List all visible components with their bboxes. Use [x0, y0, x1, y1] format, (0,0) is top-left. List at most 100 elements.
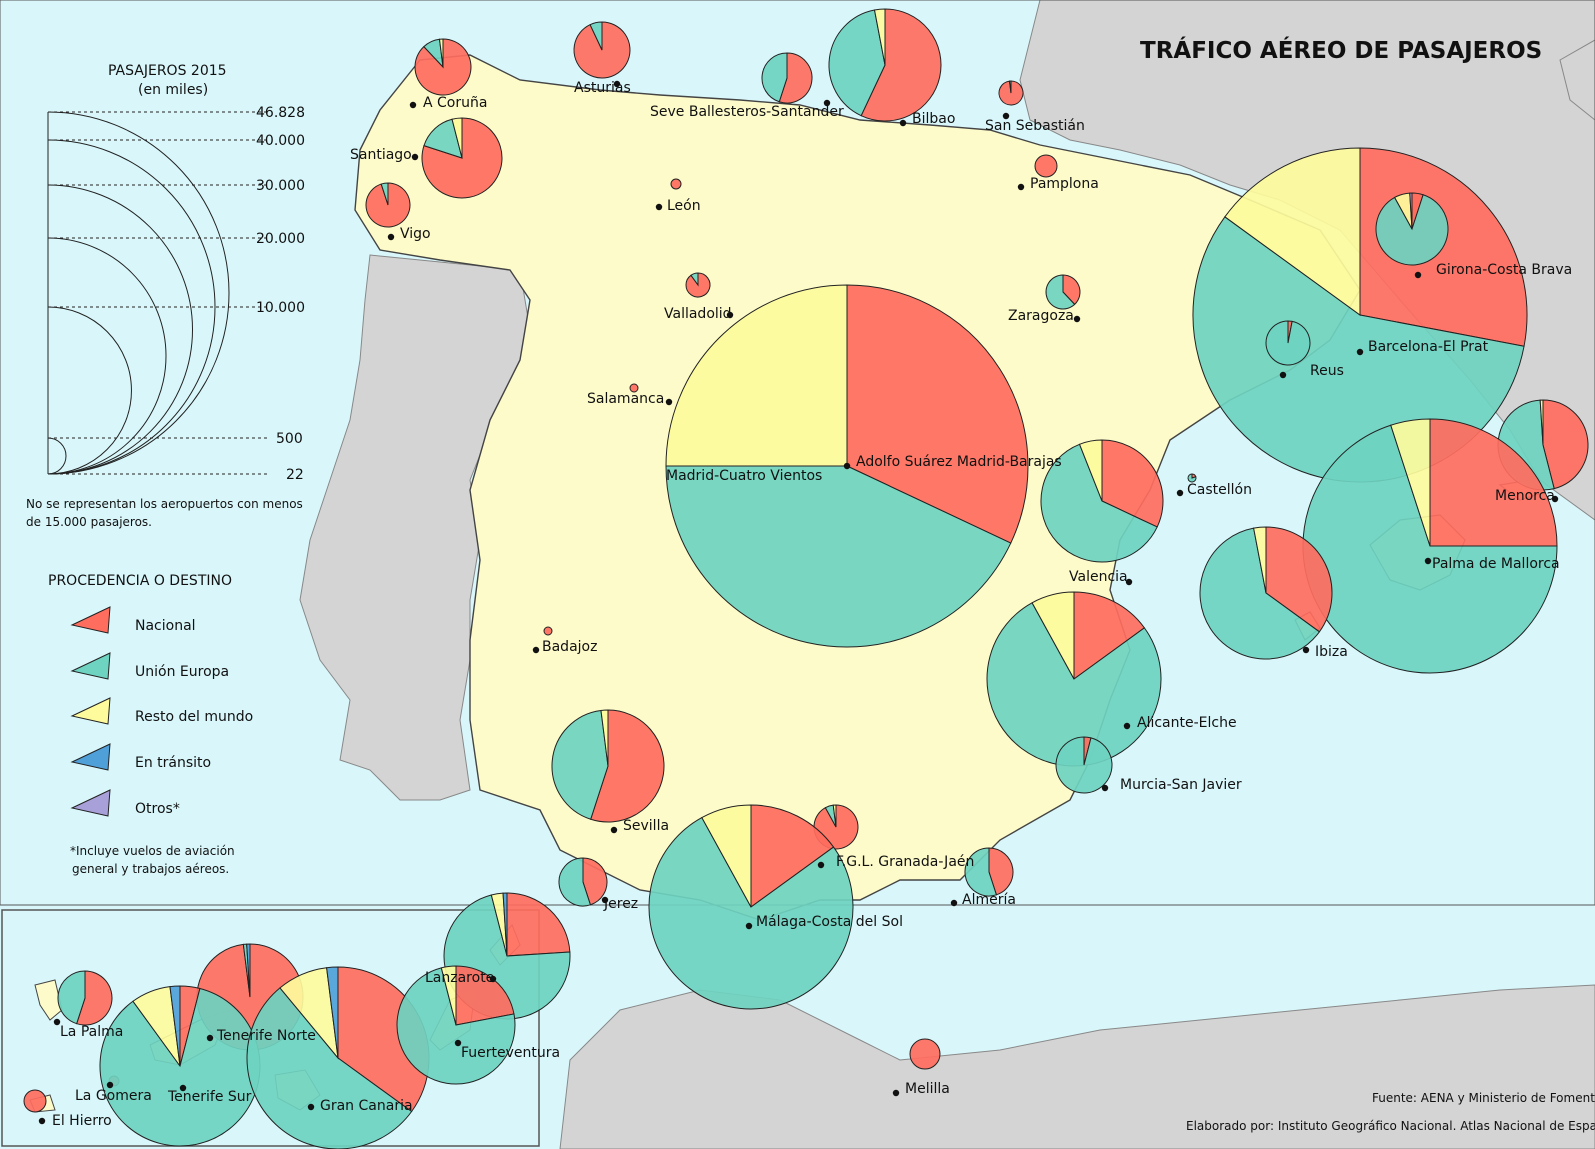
- airport-dot: [1101, 784, 1109, 792]
- pie-slice-union-europa: [1302, 424, 1558, 674]
- pie-slice-union-europa: [1375, 194, 1449, 266]
- airport-label: Asturias: [574, 80, 631, 96]
- map-title: TRÁFICO AÉREO DE PASAJEROS: [1140, 36, 1542, 64]
- airport-dot: [899, 119, 907, 127]
- airport-dot: [38, 1117, 46, 1125]
- airport-label: Alicante-Elche: [1137, 715, 1237, 731]
- pie-castellon: [1187, 473, 1197, 483]
- pie-slice-union-europa: [665, 465, 1012, 648]
- pie-slice-nacional: [582, 857, 608, 906]
- pie-slice-resto-del-mundo: [832, 804, 837, 828]
- size-value: 40.000: [256, 133, 305, 149]
- pie-valencia: [1040, 439, 1164, 563]
- airport-dot: [1414, 271, 1422, 279]
- airport-label: Melilla: [905, 1081, 950, 1097]
- airport-label: Bilbao: [912, 111, 955, 127]
- legend-swatch-nacional: [70, 606, 111, 634]
- pie-slice-union-europa: [690, 272, 699, 287]
- pie-slice-union-europa: [1265, 320, 1311, 366]
- airport-label: Barcelona-El Prat: [1368, 339, 1489, 355]
- origin-legend-label: En tránsito: [135, 755, 211, 771]
- pie-slice-nacional: [909, 1038, 941, 1070]
- size-value: 20.000: [256, 231, 305, 247]
- pie-slice-union-europa: [99, 987, 261, 1147]
- pie-almeria: [964, 847, 1014, 897]
- pie-santiago: [421, 117, 503, 199]
- pie-slice-resto-del-mundo: [440, 965, 457, 1026]
- pie-gran-canaria: [246, 966, 430, 1149]
- size-legend-subtitle: (en miles): [138, 82, 208, 98]
- pie-ibiza: [1199, 526, 1333, 660]
- airport-label: Ibiza: [1315, 644, 1348, 660]
- airport-dot: [843, 462, 851, 470]
- pie-slice-union-europa: [1187, 473, 1197, 483]
- airport-dot: [411, 153, 419, 161]
- airport-label: F.G.L. Granada-Jaén: [836, 854, 974, 870]
- airport-label: Sevilla: [623, 818, 669, 834]
- pie-el-hierro: [23, 1089, 47, 1113]
- pie-slice-resto-del-mundo: [438, 38, 444, 68]
- pie-reus: [1265, 320, 1311, 366]
- pie-slice-nacional: [988, 847, 1014, 896]
- pie-badajoz: [543, 626, 553, 636]
- pie-sevilla: [551, 709, 665, 823]
- pie-palma-de-mallorca: [1302, 418, 1558, 674]
- pie-slice-nacional: [506, 892, 571, 957]
- pie-slice-resto-del-mundo: [1031, 591, 1075, 680]
- airport-dot: [206, 1034, 214, 1042]
- size-value: 10.000: [256, 300, 305, 316]
- origin-legend-label: Otros*: [135, 801, 180, 817]
- pie-slice-resto-del-mundo: [600, 709, 609, 767]
- airport-label: Palma de Mallorca: [1432, 556, 1560, 572]
- pie-slice-union-europa: [761, 52, 788, 103]
- pie-slice-union-europa: [1008, 80, 1012, 94]
- airport-dot: [601, 896, 609, 904]
- pie-slice-union-europa: [986, 602, 1162, 767]
- pie-leon: [670, 178, 682, 190]
- airport-label: Reus: [1310, 363, 1344, 379]
- airport-dot: [454, 1039, 462, 1047]
- airport-label: Menorca: [1495, 488, 1555, 504]
- pie-slice-union-europa: [1055, 736, 1113, 794]
- pie-la-palma: [57, 970, 113, 1026]
- airport-label: A Coruña: [423, 95, 487, 111]
- airport-dot: [409, 101, 417, 109]
- pie-slice-nacional: [543, 626, 553, 636]
- airport-dot: [1551, 495, 1559, 503]
- pie-slice-union-europa: [1045, 274, 1076, 310]
- legend-swatch-union-europa: [70, 652, 111, 680]
- pie-slice-nacional: [1542, 399, 1589, 490]
- airport-label: Tenerife Sur: [167, 1089, 252, 1105]
- legend-swatch-otros: [70, 789, 111, 817]
- pie-slice-en-transito: [502, 892, 508, 957]
- pie-slice-nacional: [590, 709, 665, 823]
- size-legend-note: de 15.000 pasajeros.: [26, 515, 152, 529]
- airport-dot: [1073, 315, 1081, 323]
- pie-slice-resto-del-mundo: [451, 117, 463, 159]
- size-legend-note: No se representan los aeropuertos con me…: [26, 497, 303, 511]
- pie-zaragoza: [1045, 274, 1081, 310]
- pie-pamplona: [1034, 154, 1058, 178]
- pie-san-sebastian: [998, 80, 1024, 106]
- airport-dot: [610, 826, 618, 834]
- pie-slice-nacional: [629, 383, 639, 393]
- size-legend: [47, 111, 270, 475]
- airport-dot: [532, 646, 540, 654]
- corsica-land: [1559, 39, 1595, 121]
- airport-label: Santiago: [350, 147, 412, 163]
- airport-label: Madrid-Cuatro Vientos: [666, 468, 822, 484]
- africa-land: [559, 984, 1595, 1149]
- airport-label: Castellón: [1187, 482, 1252, 498]
- pie-slice-union-europa: [246, 987, 413, 1149]
- size-value: 22: [286, 467, 304, 483]
- airport-label: Gran Canaria: [320, 1098, 413, 1114]
- pie-slice-union-europa: [380, 182, 389, 206]
- airport-dot: [1302, 646, 1310, 654]
- airport-label: Fuerteventura: [461, 1045, 560, 1061]
- airport-label: Girona-Costa Brava: [1436, 262, 1572, 278]
- origin-legend-swatches: [70, 606, 111, 817]
- pie-bilbao: [828, 8, 942, 122]
- pie-valladolid: [685, 272, 711, 298]
- pie-slice-en-transito: [246, 943, 251, 998]
- airport-dot: [950, 899, 958, 907]
